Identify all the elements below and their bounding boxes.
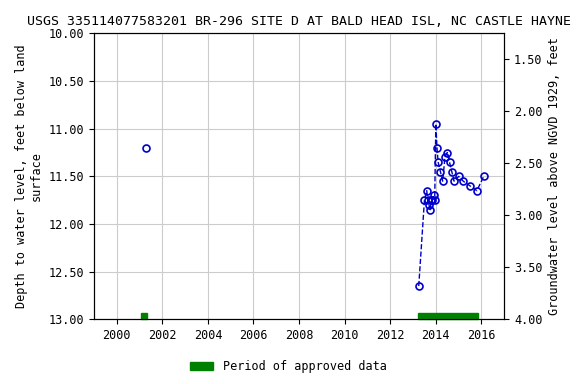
Bar: [418, 313, 478, 319]
Legend: Period of approved data: Period of approved data: [185, 356, 391, 378]
Y-axis label: Groundwater level above NGVD 1929, feet: Groundwater level above NGVD 1929, feet: [548, 37, 561, 315]
Bar: [141, 313, 147, 319]
Y-axis label: Depth to water level, feet below land
surface: Depth to water level, feet below land su…: [15, 45, 43, 308]
Title: USGS 335114077583201 BR-296 SITE D AT BALD HEAD ISL, NC CASTLE HAYNE: USGS 335114077583201 BR-296 SITE D AT BA…: [27, 15, 571, 28]
